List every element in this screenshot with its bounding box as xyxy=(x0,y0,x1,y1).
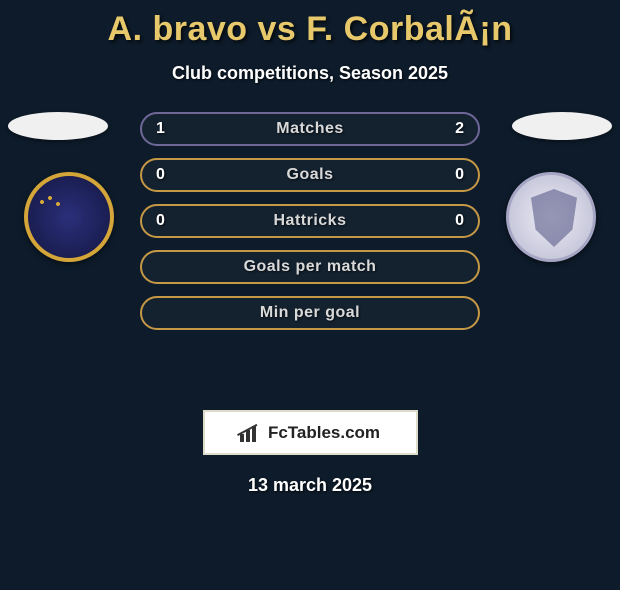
stat-row-hattricks: 0Hattricks0 xyxy=(140,204,480,238)
stat-label: Goals per match xyxy=(186,258,434,276)
stat-label: Goals xyxy=(186,166,434,184)
subtitle: Club competitions, Season 2025 xyxy=(0,63,620,84)
stat-row-matches: 1Matches2 xyxy=(140,112,480,146)
right-team-logo xyxy=(506,172,596,262)
stat-label: Matches xyxy=(186,120,434,138)
stat-right-value: 2 xyxy=(434,120,464,138)
brand-box[interactable]: FcTables.com xyxy=(203,410,418,455)
match-date: 13 march 2025 xyxy=(0,475,620,496)
comparison-panel: 1Matches20Goals00Hattricks0Goals per mat… xyxy=(0,112,620,412)
stat-right-value: 0 xyxy=(434,166,464,184)
stat-left-value: 0 xyxy=(156,212,186,230)
stat-rows: 1Matches20Goals00Hattricks0Goals per mat… xyxy=(140,112,480,342)
stat-label: Hattricks xyxy=(186,212,434,230)
left-flag-icon xyxy=(8,112,108,140)
stat-row-goals: 0Goals0 xyxy=(140,158,480,192)
stat-left-value: 1 xyxy=(156,120,186,138)
stat-right-value: 0 xyxy=(434,212,464,230)
brand-chart-icon xyxy=(240,424,262,442)
stat-row-goals-per-match: Goals per match xyxy=(140,250,480,284)
page-title: A. bravo vs F. CorbalÃ¡n xyxy=(0,10,620,49)
stat-label: Min per goal xyxy=(186,304,434,322)
left-team-logo xyxy=(24,172,114,262)
stat-left-value: 0 xyxy=(156,166,186,184)
right-flag-icon xyxy=(512,112,612,140)
stat-row-min-per-goal: Min per goal xyxy=(140,296,480,330)
brand-text: FcTables.com xyxy=(268,423,380,443)
